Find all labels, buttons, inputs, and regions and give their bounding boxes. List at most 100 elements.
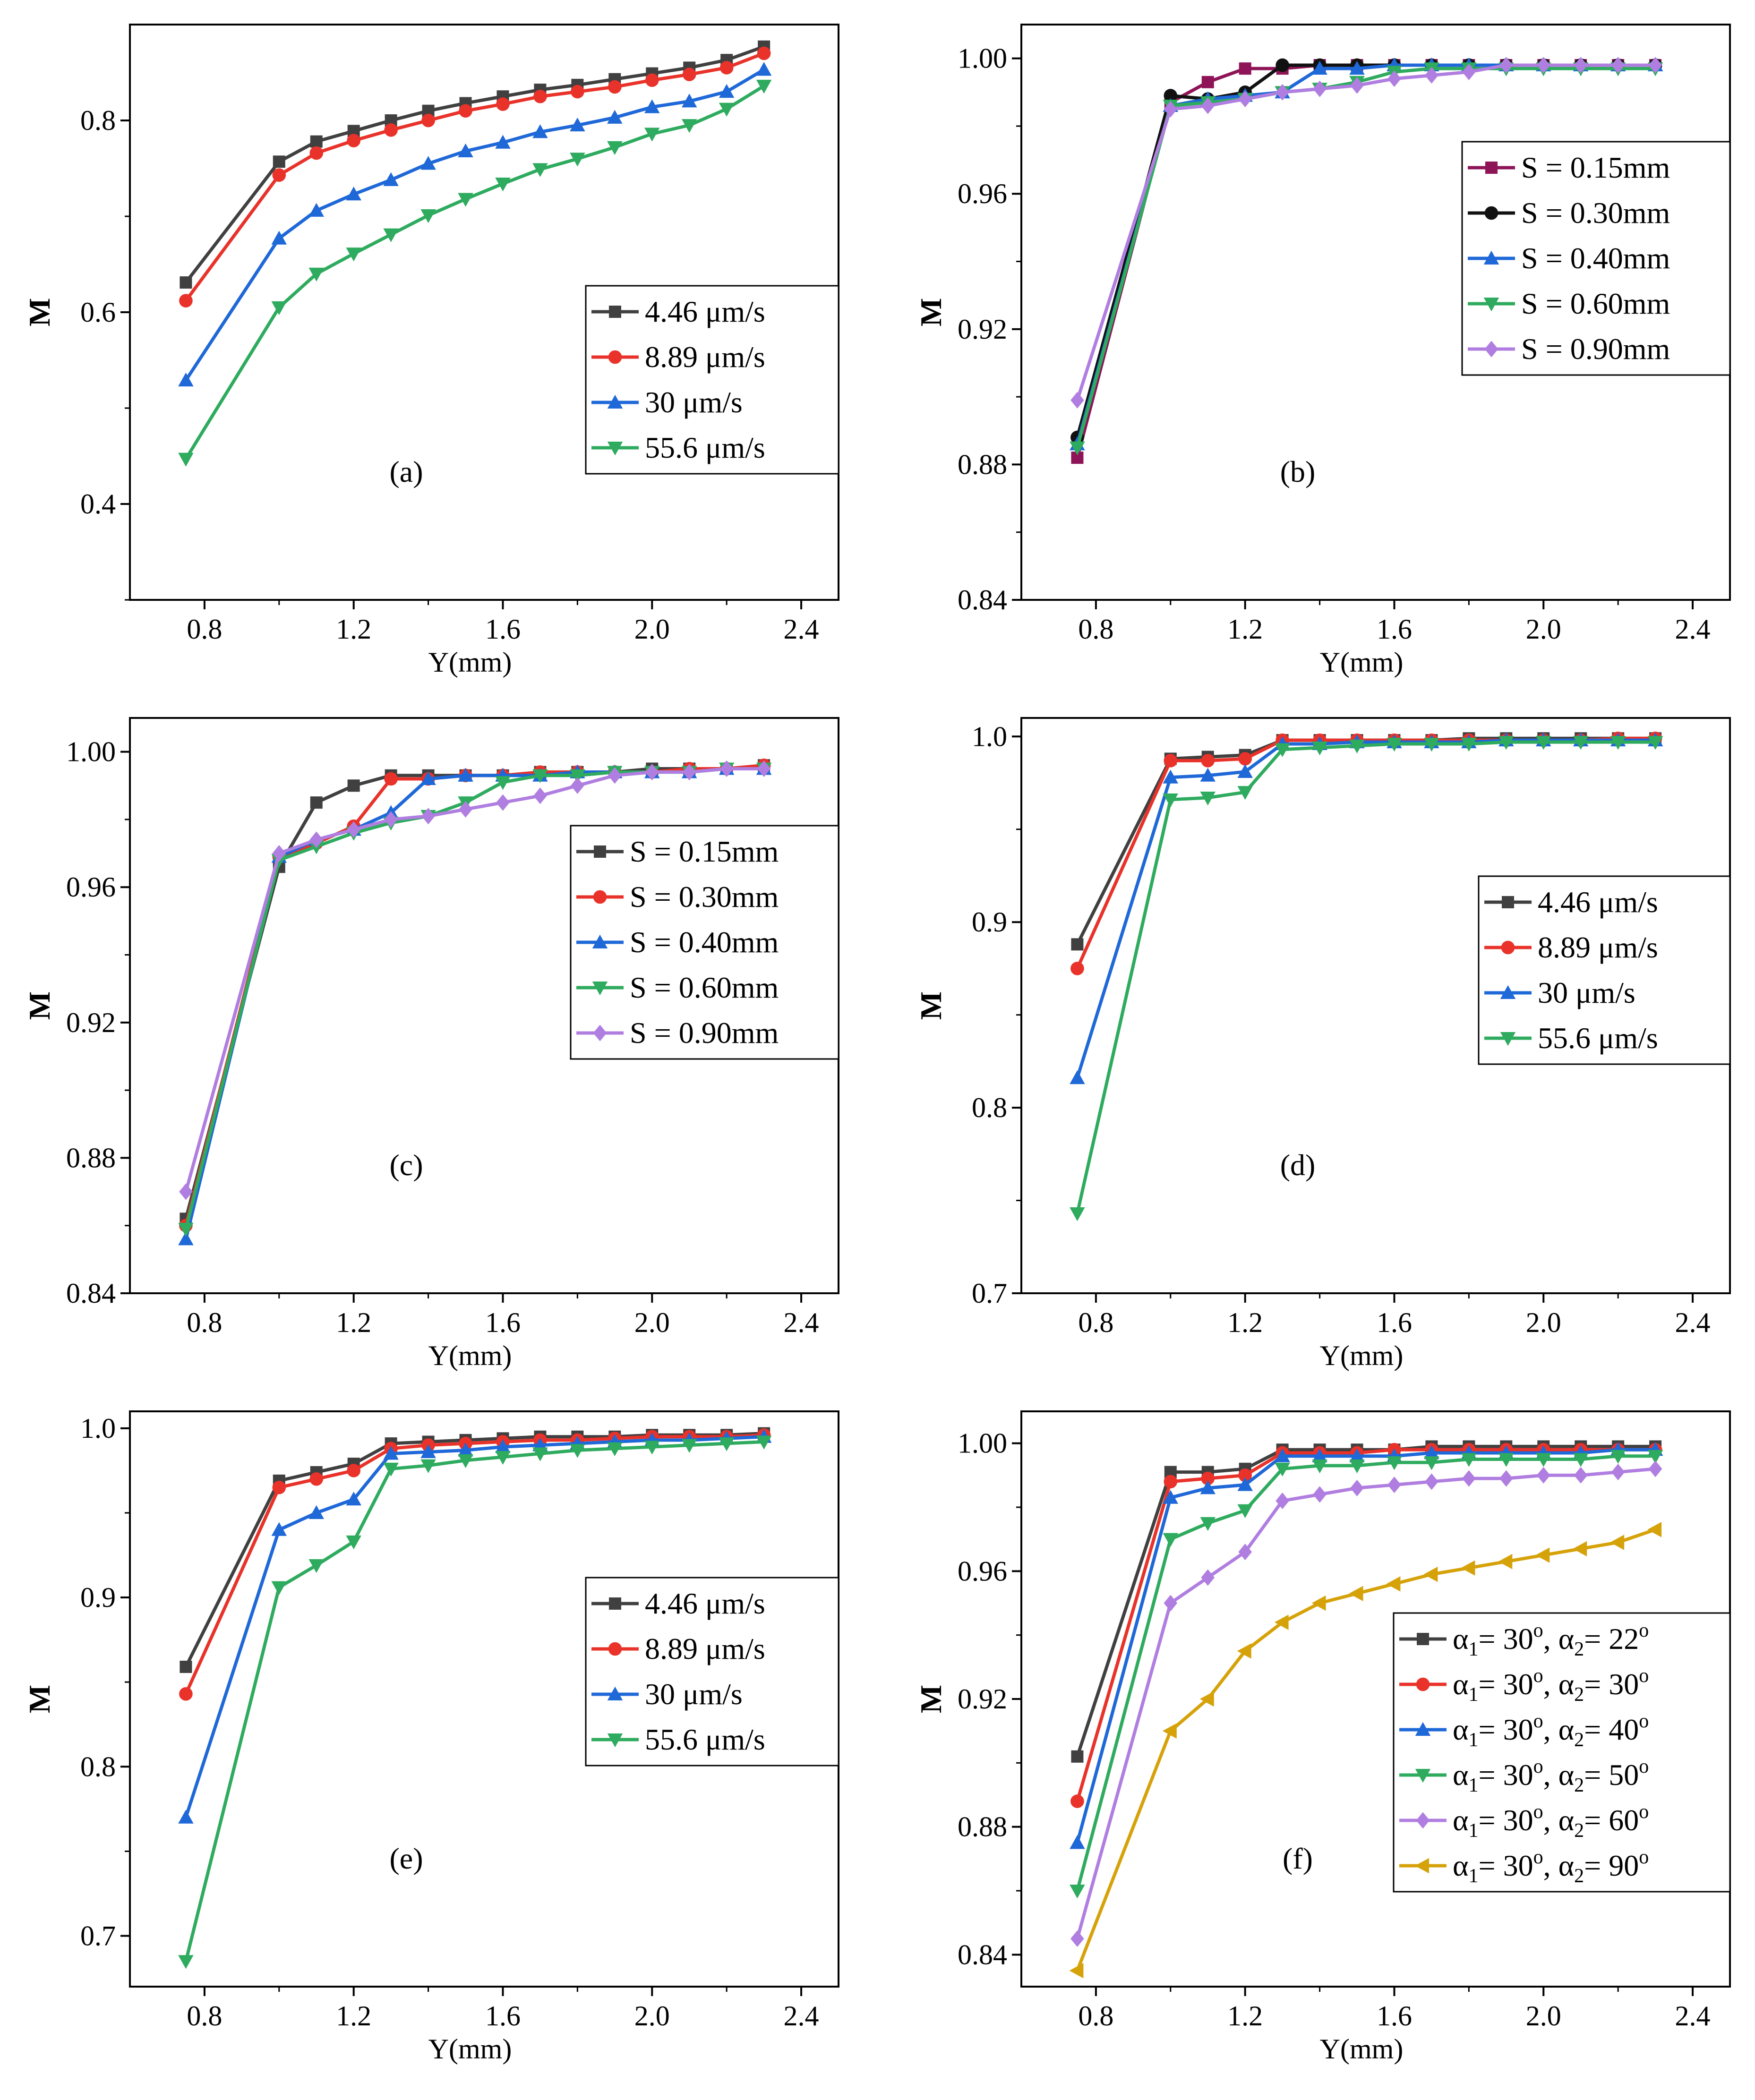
data-point [1610, 1450, 1626, 1464]
data-point [420, 156, 436, 170]
data-point [1275, 743, 1290, 758]
x-axis-title: Y(mm) [428, 1340, 512, 1371]
x-tick-label: 1.2 [336, 614, 371, 645]
data-point [308, 1559, 324, 1573]
data-point [1238, 91, 1252, 108]
data-point [719, 84, 735, 98]
data-point [644, 1441, 660, 1455]
legend-box [1478, 875, 1731, 1065]
data-point [1461, 738, 1477, 752]
y-tick-label: 0.96 [958, 178, 1007, 209]
data-point [1574, 1467, 1588, 1484]
legend-box [585, 285, 839, 475]
x-tick-label: 2.4 [784, 2000, 819, 2032]
panel-f: 0.8 1.2 1.6 2.0 2.4 0.84 0.88 0.92 0.96 1.00 Y(mm)… [914, 1410, 1731, 2065]
legend-swatch-marker [1501, 940, 1515, 955]
data-point [757, 46, 771, 60]
x-tick-label: 1.2 [336, 1307, 371, 1338]
panel-label: (f) [1283, 1842, 1313, 1875]
x-axis-title: Y(mm) [1320, 2033, 1404, 2065]
data-point [1200, 1480, 1216, 1494]
y-tick-label: 0.96 [66, 871, 116, 903]
data-point [645, 764, 659, 781]
legend-label: 55.6 μm/s [645, 431, 765, 464]
data-point [1536, 736, 1551, 750]
data-point [1387, 1456, 1402, 1470]
data-point [346, 248, 361, 262]
legend-entry: 4.46 μm/s [591, 295, 765, 328]
data-point [1070, 1930, 1084, 1947]
legend-label: α1= 30o, α2= 50o [1453, 1756, 1649, 1796]
data-point [347, 1464, 360, 1477]
data-point [1349, 1448, 1365, 1462]
data-point [1199, 1691, 1214, 1707]
data-point [1238, 752, 1252, 766]
x-axis-title: Y(mm) [1320, 647, 1404, 678]
data-point [495, 135, 511, 149]
data-point [756, 62, 772, 76]
legend: 4.46 μm/s 8.89 μm/s 30 μm/s 55.6 μm/s [585, 285, 839, 475]
legend-label: 4.46 μm/s [1538, 885, 1658, 919]
legend-entry: 8.89 μm/s [1484, 930, 1658, 964]
data-point [571, 85, 584, 99]
y-tick-label: 0.92 [66, 1007, 116, 1038]
data-point [1276, 58, 1289, 72]
x-tick-label: 0.8 [1078, 1307, 1113, 1338]
y-tick-label: 0.96 [958, 1555, 1007, 1587]
data-point [1237, 1477, 1253, 1491]
legend-entry: S = 0.60mm [576, 971, 779, 1004]
data-point [458, 143, 473, 157]
data-point [458, 1454, 473, 1468]
data-point [496, 97, 510, 111]
legend-label: α1= 30o, α2= 30o [1453, 1665, 1649, 1706]
y-tick-label: 0.84 [958, 584, 1007, 615]
data-point [310, 796, 323, 809]
data-point [1499, 1470, 1513, 1487]
y-tick-label: 0.8 [80, 1751, 116, 1782]
data-point [1275, 1462, 1290, 1477]
y-tick-label: 1.0 [972, 721, 1007, 752]
x-tick-label: 1.6 [485, 2000, 521, 2032]
data-point [346, 187, 361, 201]
data-point [1163, 1490, 1179, 1504]
series-4 [178, 1435, 772, 1969]
legend-entry: α1= 30o, α2= 30o [1399, 1665, 1649, 1706]
data-point [458, 193, 473, 207]
y-tick-label: 0.92 [958, 314, 1007, 345]
legend-swatch-marker [1415, 1858, 1429, 1874]
data-point [1610, 736, 1626, 750]
data-point [1461, 1560, 1475, 1576]
data-point [1312, 1460, 1327, 1474]
data-point [1164, 1595, 1178, 1612]
x-tick-label: 0.8 [187, 1307, 222, 1338]
data-point [180, 1660, 192, 1673]
legend-swatch-marker [1502, 896, 1514, 908]
data-point [178, 452, 194, 467]
legend-entry: S = 0.40mm [1468, 241, 1670, 275]
legend-swatch-marker [593, 1024, 607, 1041]
data-point [1350, 77, 1364, 94]
data-point [1648, 57, 1662, 74]
legend-swatch-marker [1484, 341, 1498, 358]
x-tick-label: 1.2 [336, 2000, 371, 2032]
data-point [179, 1687, 193, 1701]
data-point [1536, 1467, 1550, 1484]
x-tick-label: 2.4 [1675, 1307, 1711, 1338]
data-point [532, 124, 548, 138]
legend-entry: S = 0.40mm [576, 925, 779, 959]
data-point [309, 146, 324, 160]
series-2 [179, 46, 771, 307]
data-point [347, 821, 360, 838]
legend-entry: α1= 30o, α2= 50o [1399, 1756, 1649, 1796]
y-axis-title: M [914, 991, 948, 1020]
data-point [756, 79, 772, 94]
legend-swatch-marker [1416, 1677, 1430, 1691]
legend-label: 8.89 μm/s [645, 1632, 765, 1665]
y-tick-label: 0.9 [80, 1582, 116, 1613]
y-axis-title: M [23, 1685, 56, 1713]
data-point [384, 123, 398, 137]
data-point [1069, 1963, 1084, 1979]
data-point [1611, 57, 1625, 74]
data-point [608, 767, 622, 784]
